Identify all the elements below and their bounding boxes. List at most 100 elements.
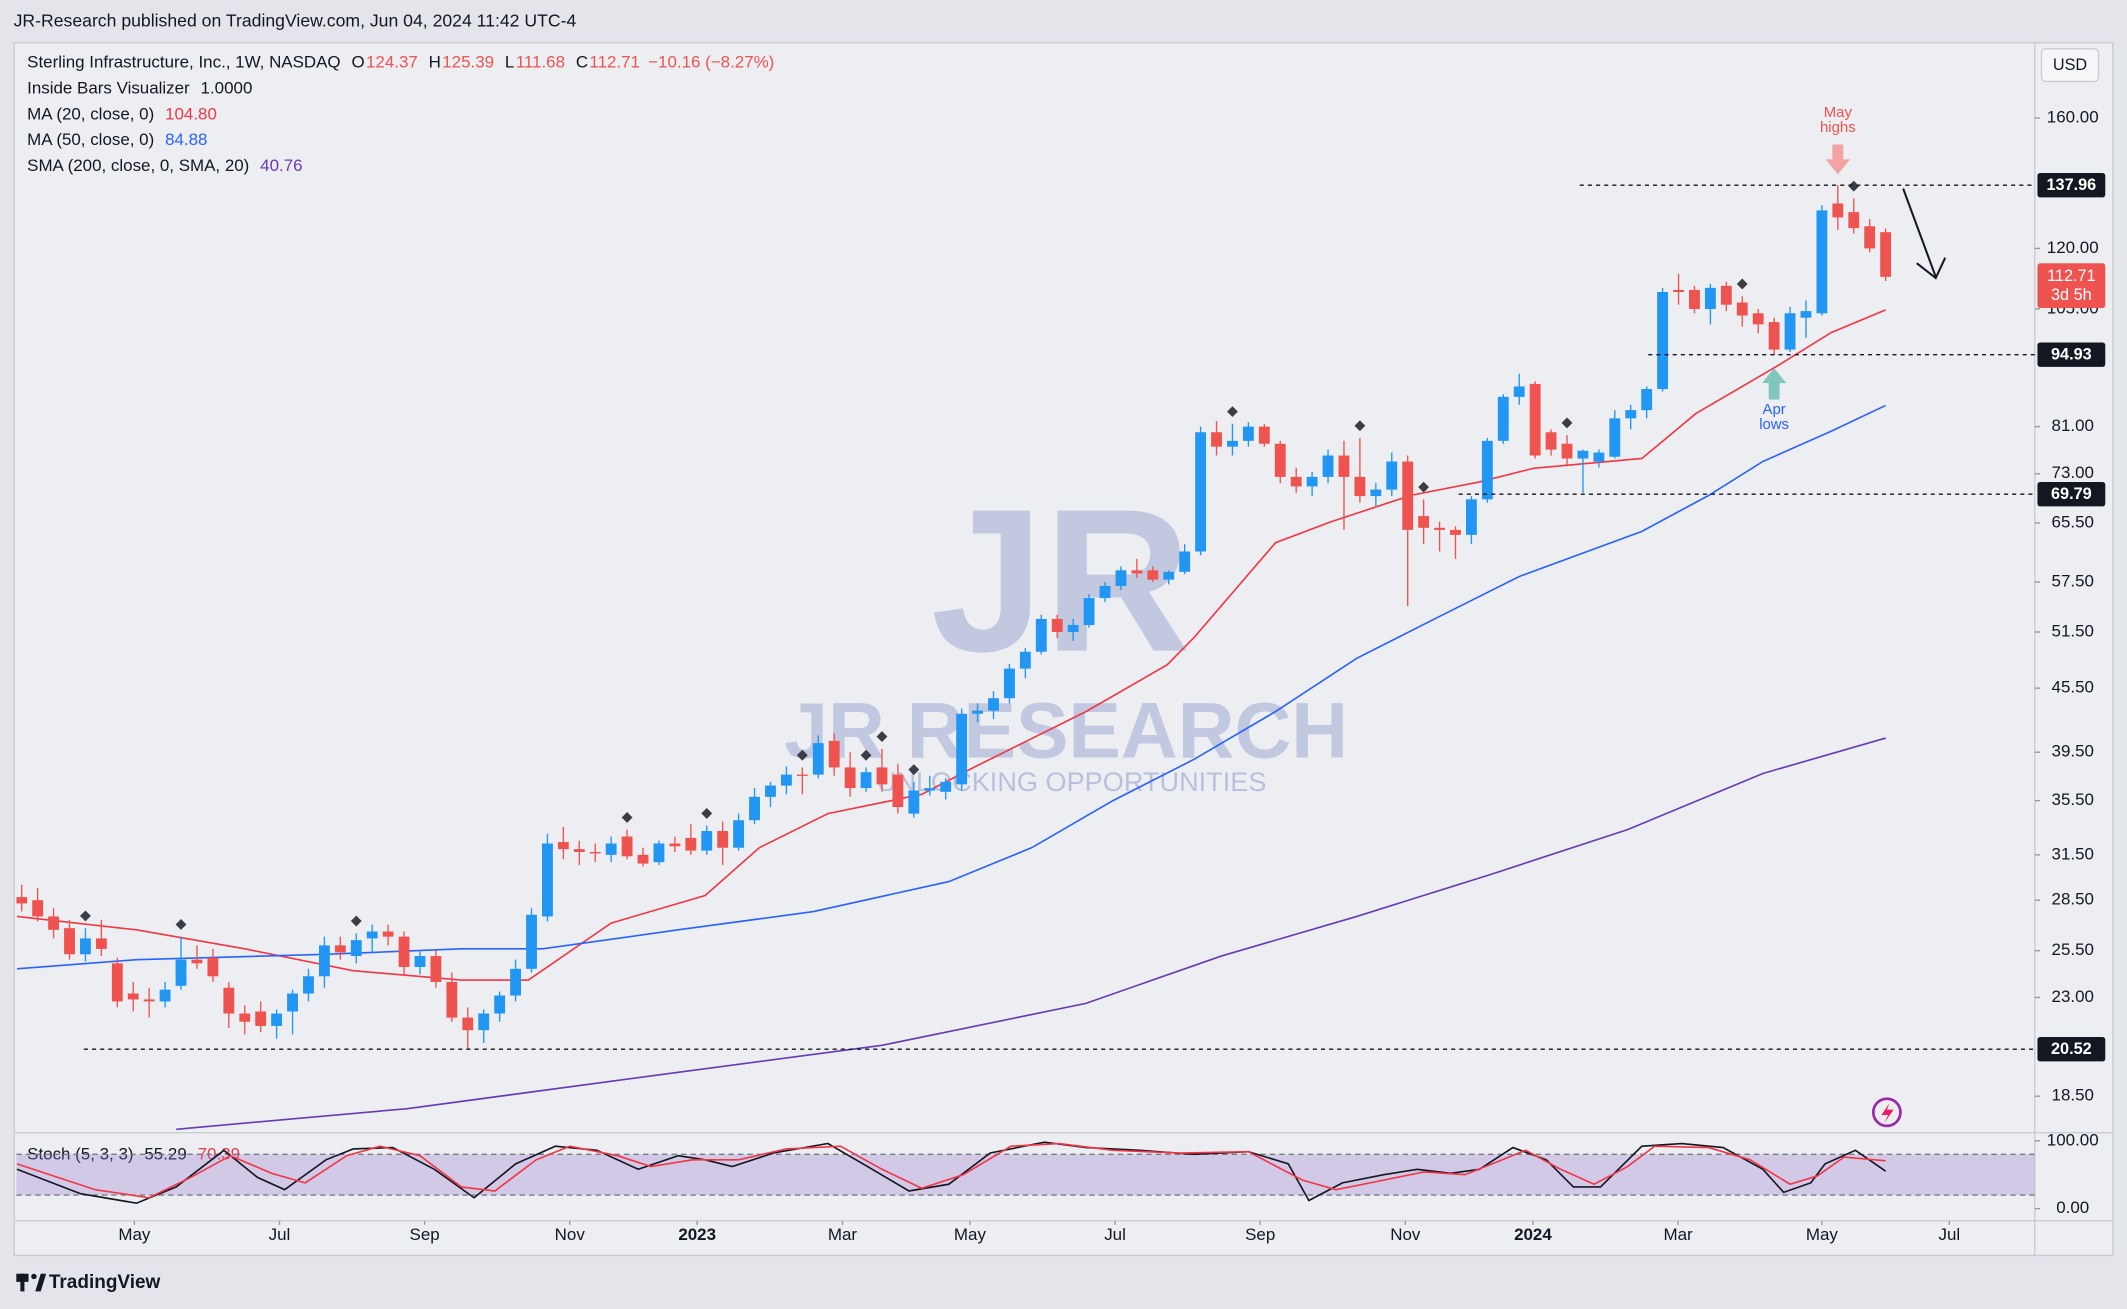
candle-body [1848,212,1860,229]
alert-icon[interactable] [1871,1097,1902,1128]
candle-body [1481,440,1493,500]
annotation-text: lows [1759,416,1789,433]
ma-legend: SMA (200, close, 0, SMA, 20) 40.76 [27,156,302,175]
ohlc-value: 112.71 [589,53,640,72]
candle-body [765,785,776,797]
candle-body [812,743,824,775]
candle-body [1099,585,1111,599]
indicator-line [16,1142,1886,1199]
inside-bar-marker [1354,420,1366,432]
candle-body [1067,624,1079,632]
candle-body [749,796,760,821]
ohlc-label: C [576,53,588,72]
candle-body [717,831,729,848]
ma-value: 104.80 [165,105,217,124]
y-tick-label: 65.50 [2052,512,2094,531]
x-tick-label: Nov [555,1225,586,1244]
inside-bar-marker [1848,180,1860,192]
candle-body [1768,322,1780,350]
candle-body [446,981,458,1018]
x-tick-label: Sep [410,1225,440,1244]
trend-arrow-shaft [1902,188,1937,278]
candle-body [239,1013,251,1022]
candle-body [1115,570,1127,586]
indicator-line [16,404,1887,970]
y-tick-label: 81.00 [2052,416,2094,435]
candle-body [557,842,569,850]
inside-bar-marker [1736,278,1748,290]
candle-body [1227,440,1238,447]
candle-body [860,772,872,789]
trend-arrow [1902,188,1947,280]
candle-body [1497,396,1509,441]
indicator-line [16,1141,1887,1205]
candle-body [685,837,697,851]
brand-logo-part [20,1273,25,1292]
indicator-name: Inside Bars Visualizer [27,79,190,98]
candle-body [1418,516,1430,528]
level-label: 137.96 [2046,176,2096,194]
watermark-subtitle: UNLOCKING OPPORTUNITIES [877,766,1267,797]
y-tick-label: 120.00 [2047,238,2099,257]
candle-body [1545,432,1557,450]
stoch-legend: Stoch (5, 3, 3) 55.29 70.39 [27,1145,240,1164]
level-label-box [2037,342,2106,367]
level-label-box [2037,1036,2106,1062]
inside-bar-marker [701,807,713,819]
candle-body [462,1017,474,1031]
candle-body [1641,389,1653,411]
candle-body [844,767,856,789]
y-tick-label: 51.50 [2052,621,2094,640]
ohlc-value: 111.68 [516,53,565,72]
candle-body [1561,443,1573,459]
x-tick-label: Mar [828,1225,858,1244]
candle-body [796,774,808,776]
x-tick-label: Jul [1939,1225,1961,1244]
annotation-text: May [1824,104,1853,121]
candle-body [191,959,203,964]
y-tick-label: 0.00 [2056,1198,2089,1217]
candle-body [223,987,235,1014]
candle-body [1816,210,1828,314]
stoch-value: 55.29 [144,1145,186,1164]
brand-logo-part [31,1273,37,1280]
y-tick-label: 57.50 [2052,571,2094,590]
currency-button[interactable] [2040,48,2100,83]
ohlc-value: 124.37 [366,53,418,72]
candle-body [510,968,521,996]
y-tick-label: 73.00 [2052,463,2094,482]
candle-body [669,843,681,847]
candle-body [350,940,362,957]
candle-body [1290,476,1302,487]
candle-body [127,993,139,1000]
x-tick-label: 2023 [678,1225,716,1244]
y-tick-label: 39.50 [2052,742,2094,761]
ohlc-label: L [505,53,514,72]
ohlc-value: 125.39 [442,53,494,72]
candle-body [1720,285,1732,305]
candle-body [95,938,107,949]
level-label: 20.52 [2051,1040,2092,1058]
candle-body [318,945,330,977]
candle-body [924,788,936,791]
y-tick-label: 25.50 [2052,940,2094,959]
annotation-text: Apr [1763,401,1786,418]
inside-bar-marker [876,731,888,743]
candle-body [1354,476,1366,497]
inside-bar-marker [796,749,808,761]
ma-value: 84.88 [165,131,207,150]
annotation-text: highs [1820,119,1856,136]
last-price-label: 112.71 [2047,267,2096,285]
ma-name: SMA (200, close, 0, SMA, 20) [27,156,249,175]
candle-body [1689,289,1700,309]
inside-bar-marker [621,812,633,823]
indicator-line [16,309,1886,981]
inside-bar-marker [350,915,362,927]
candle-body [271,1013,283,1026]
annotation-arrow [1825,144,1851,175]
ohlc-label: O [351,53,364,72]
candle-body [207,957,219,977]
candle-body [1736,302,1748,316]
x-tick-label: May [1806,1225,1839,1244]
